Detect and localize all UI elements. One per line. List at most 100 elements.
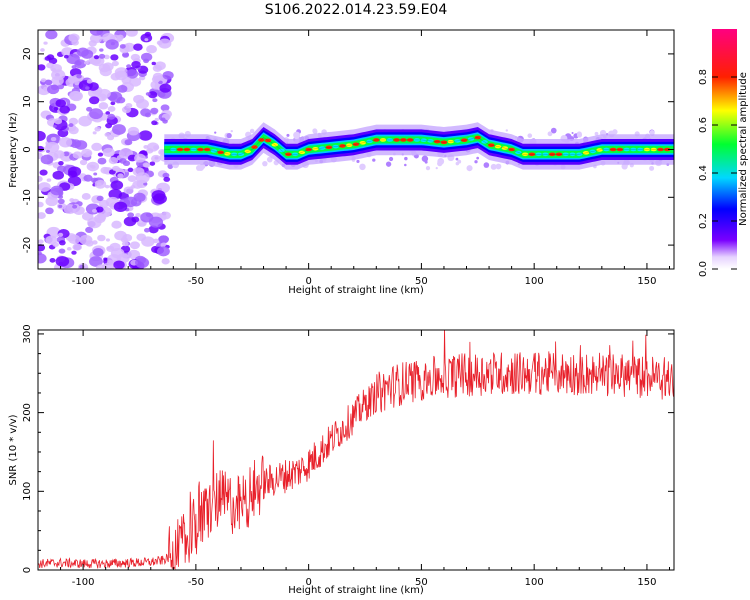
- noise-blob: [89, 108, 104, 120]
- noise-blob: [108, 156, 119, 165]
- noise-blob: [92, 248, 104, 257]
- ridge-peak: [582, 151, 590, 155]
- noise-blob: [78, 115, 92, 127]
- ridge-halo-dot: [286, 133, 290, 137]
- noise-blob: [38, 253, 47, 264]
- noise-blob: [129, 241, 140, 250]
- noise-blob: [45, 207, 54, 215]
- ridge-peak: [488, 143, 495, 147]
- ridge-peak: [312, 146, 319, 151]
- noise-blob: [72, 243, 82, 251]
- ridge-peak: [609, 147, 617, 152]
- noise-blob: [87, 217, 102, 229]
- noise-blob: [94, 126, 101, 132]
- noise-blob: [67, 170, 78, 178]
- noise-blob: [140, 222, 146, 226]
- noise-blob: [121, 241, 129, 247]
- colorbar-tick-label: 0.0: [698, 261, 709, 277]
- noise-blob: [149, 161, 156, 166]
- noise-blob: [55, 256, 70, 267]
- noise-blob: [68, 234, 81, 245]
- noise-blob: [113, 201, 128, 212]
- spectrogram-xtick-label: 50: [415, 276, 428, 287]
- ridge-peak: [433, 139, 441, 144]
- snr-ytick-label: 200: [22, 403, 33, 422]
- noise-blob: [151, 61, 156, 66]
- ridge-halo-dot: [385, 161, 392, 167]
- noise-blob: [110, 101, 116, 106]
- noise-blob: [143, 182, 148, 186]
- noise-blob: [98, 88, 111, 99]
- ridge-peak: [258, 138, 265, 142]
- ridge-peak: [264, 138, 272, 143]
- noise-blob: [133, 43, 143, 51]
- ridge-peak: [366, 139, 373, 144]
- noise-blob: [95, 264, 108, 269]
- ridge-peak: [576, 152, 583, 157]
- noise-blob: [150, 154, 161, 163]
- ridge-peak: [664, 147, 671, 152]
- noise-blob: [45, 149, 50, 153]
- noise-blob: [40, 154, 54, 165]
- snr-xtick-label: 0: [305, 577, 311, 588]
- noise-blob: [63, 151, 70, 157]
- noise-blob: [89, 96, 100, 105]
- noise-blob: [46, 178, 52, 182]
- spectrogram-ytick-label: 20: [22, 48, 33, 61]
- ridge-peak: [589, 149, 597, 154]
- ridge-peak: [521, 152, 529, 157]
- colorbar-tick-label: 0.6: [698, 117, 709, 133]
- spectrogram-xtick-label: 100: [525, 276, 544, 287]
- noise-blob: [129, 77, 142, 87]
- noise-blob: [71, 65, 77, 69]
- noise-blob: [97, 152, 104, 157]
- noise-blob: [121, 106, 132, 114]
- noise-blob: [94, 179, 107, 189]
- noise-blob: [120, 237, 128, 243]
- ridge-halo-dot: [547, 131, 553, 137]
- noise-blob: [141, 236, 155, 247]
- noise-blob: [114, 70, 128, 81]
- noise-blob: [140, 52, 153, 62]
- noise-blob: [76, 74, 82, 79]
- noise-blob: [106, 246, 111, 250]
- snr-xlabel: Height of straight line (km): [288, 585, 424, 596]
- colorbar: 0.0 0.2 0.4 0.6 0.8 Normalized spectral ampl…: [698, 29, 749, 277]
- ridge-peak: [406, 138, 414, 142]
- ridge-peak: [231, 152, 238, 157]
- noise-blob: [59, 105, 71, 114]
- noise-blob: [85, 86, 90, 90]
- noise-blob: [45, 144, 53, 149]
- noise-blob: [85, 59, 92, 65]
- noise-blob: [38, 212, 46, 220]
- ridge-halo-dot: [404, 156, 408, 161]
- ridge-halo-dot: [437, 160, 443, 167]
- noise-blob: [102, 147, 115, 158]
- noise-blob: [81, 148, 93, 158]
- noise-blob: [92, 131, 97, 135]
- noise-blob: [39, 169, 48, 176]
- ridge-peak: [379, 138, 387, 142]
- snr-line-layer: [38, 330, 674, 570]
- noise-blob: [68, 123, 74, 128]
- ridge-peak: [420, 138, 427, 142]
- noise-blob: [144, 38, 149, 42]
- noise-blob: [91, 142, 103, 152]
- noise-blob: [98, 53, 106, 59]
- noise-blob: [127, 167, 134, 173]
- ridge-peak: [447, 139, 454, 144]
- noise-blob: [51, 69, 66, 81]
- noise-blob: [69, 90, 82, 101]
- noise-blob: [68, 33, 80, 43]
- noise-blob: [79, 234, 93, 245]
- ridge-peak: [400, 138, 407, 142]
- noise-blob: [151, 120, 158, 126]
- ridge-halo-dot: [214, 131, 217, 134]
- noise-blob: [83, 174, 93, 182]
- colorbar-label: Normalized spectral amplitude: [738, 72, 749, 226]
- ridge-halo-dot: [249, 128, 255, 134]
- ridge-halo-dot: [421, 155, 429, 162]
- ridge-peak: [285, 152, 292, 157]
- noise-blob: [130, 53, 141, 62]
